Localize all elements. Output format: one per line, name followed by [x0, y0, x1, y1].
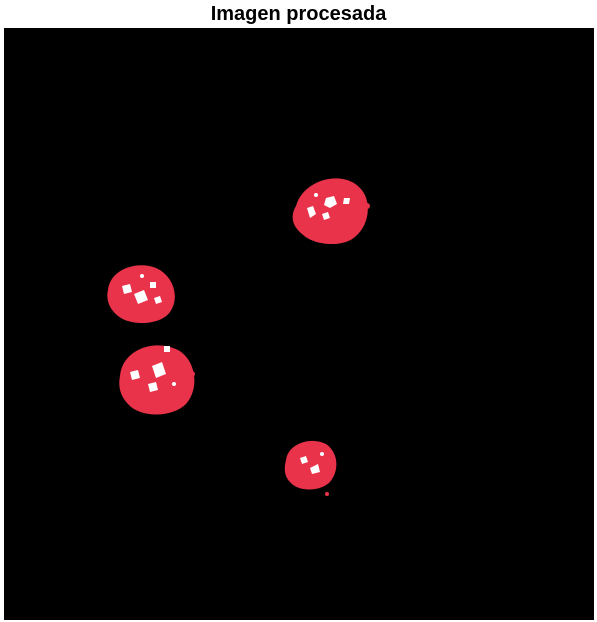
blob-mid-left-lower — [119, 345, 195, 415]
image-canvas — [4, 28, 594, 620]
blob-mid-left-upper — [107, 265, 175, 324]
blob-top-right — [292, 178, 370, 245]
processed-image — [4, 28, 594, 620]
figure-title: Imagen procesada — [210, 3, 387, 25]
blob-bottom-small — [284, 440, 337, 496]
image-background — [4, 28, 594, 620]
